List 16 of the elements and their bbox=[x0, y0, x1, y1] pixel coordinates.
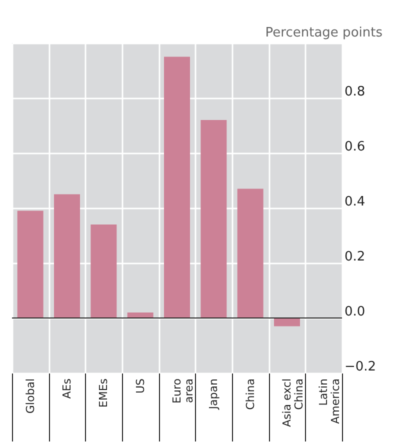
x-tick-label: Global bbox=[24, 378, 37, 414]
x-tick-label: US bbox=[134, 378, 147, 394]
y-tick-label: −0.2 bbox=[344, 360, 376, 374]
x-tick-label: Asia excl China bbox=[280, 378, 306, 428]
x-tick-label: Japan bbox=[207, 378, 220, 410]
y-tick-label: 0.2 bbox=[344, 250, 366, 264]
x-tick-label: Latin America bbox=[317, 378, 342, 424]
x-tick-label: China bbox=[244, 378, 257, 410]
y-tick-label: 0.8 bbox=[344, 84, 366, 100]
y-axis-title: Percentage points bbox=[265, 26, 383, 40]
y-tick-label: 0.6 bbox=[344, 140, 366, 154]
x-tick-label: EMEs bbox=[97, 378, 110, 408]
x-tick-label: Euro area bbox=[170, 378, 196, 404]
x-tick-label: AEs bbox=[60, 378, 74, 399]
y-tick-label: 0.0 bbox=[344, 304, 366, 320]
y-tick-label: 0.4 bbox=[344, 194, 366, 210]
